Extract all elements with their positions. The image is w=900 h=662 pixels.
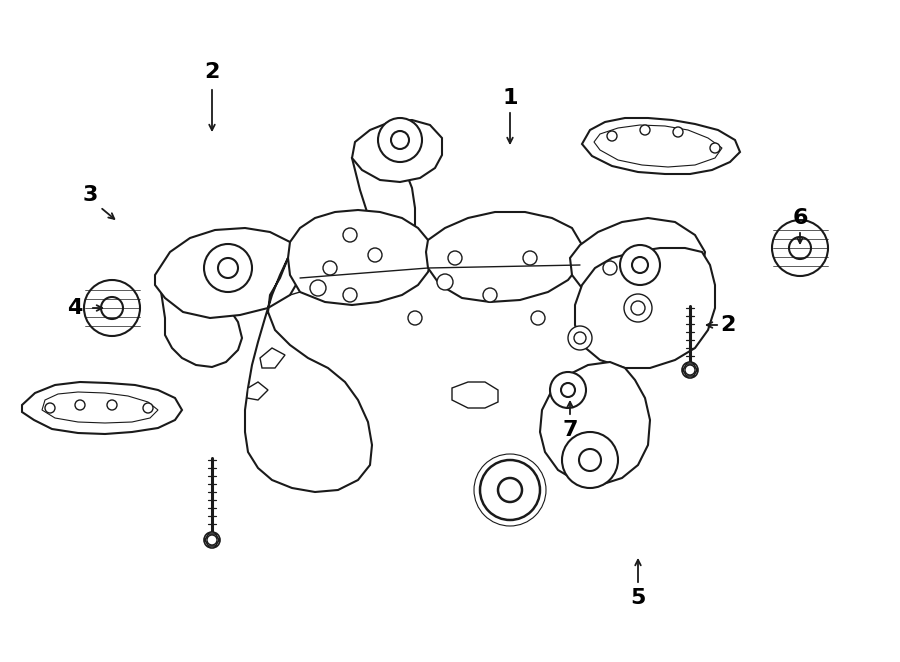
Circle shape: [682, 362, 698, 378]
Polygon shape: [352, 120, 442, 182]
Circle shape: [204, 244, 252, 292]
Circle shape: [483, 288, 497, 302]
Circle shape: [408, 311, 422, 325]
Circle shape: [343, 288, 357, 302]
Polygon shape: [247, 382, 268, 400]
Circle shape: [561, 383, 575, 397]
Circle shape: [620, 245, 660, 285]
Polygon shape: [426, 212, 582, 302]
Circle shape: [75, 400, 85, 410]
Polygon shape: [452, 382, 498, 408]
Circle shape: [101, 297, 123, 319]
Text: 5: 5: [630, 588, 645, 608]
Circle shape: [310, 280, 326, 296]
Circle shape: [640, 125, 650, 135]
Text: 7: 7: [562, 420, 578, 440]
Polygon shape: [582, 118, 740, 174]
Circle shape: [107, 400, 117, 410]
Circle shape: [368, 248, 382, 262]
Polygon shape: [575, 248, 715, 368]
Circle shape: [631, 301, 645, 315]
Circle shape: [772, 220, 828, 276]
Circle shape: [378, 118, 422, 162]
Circle shape: [789, 237, 811, 259]
Polygon shape: [570, 218, 705, 308]
Circle shape: [607, 131, 617, 141]
Circle shape: [391, 131, 409, 149]
Polygon shape: [42, 392, 158, 423]
Circle shape: [343, 228, 357, 242]
Text: 2: 2: [204, 62, 220, 82]
Circle shape: [531, 311, 545, 325]
Circle shape: [45, 403, 55, 413]
Polygon shape: [352, 152, 415, 252]
Text: 4: 4: [68, 298, 83, 318]
Circle shape: [673, 127, 683, 137]
Polygon shape: [155, 275, 242, 367]
Circle shape: [448, 251, 462, 265]
Circle shape: [207, 535, 217, 545]
Polygon shape: [594, 125, 722, 167]
Circle shape: [603, 261, 617, 275]
Circle shape: [579, 449, 601, 471]
Text: 3: 3: [82, 185, 98, 205]
Circle shape: [218, 258, 238, 278]
Circle shape: [204, 532, 220, 548]
Text: 1: 1: [502, 88, 518, 108]
Circle shape: [685, 365, 695, 375]
Circle shape: [84, 280, 140, 336]
Polygon shape: [260, 348, 285, 368]
Polygon shape: [22, 382, 182, 434]
Circle shape: [624, 294, 652, 322]
Circle shape: [480, 460, 540, 520]
Polygon shape: [288, 210, 432, 305]
Circle shape: [498, 478, 522, 502]
Polygon shape: [245, 258, 372, 492]
Circle shape: [437, 274, 453, 290]
Circle shape: [562, 432, 618, 488]
Circle shape: [523, 251, 537, 265]
Polygon shape: [155, 228, 300, 318]
Circle shape: [323, 261, 337, 275]
Text: 2: 2: [720, 315, 735, 335]
Text: 6: 6: [792, 208, 808, 228]
Circle shape: [710, 143, 720, 153]
Circle shape: [568, 326, 592, 350]
Polygon shape: [540, 362, 650, 485]
Circle shape: [574, 332, 586, 344]
Circle shape: [143, 403, 153, 413]
Circle shape: [632, 257, 648, 273]
Circle shape: [550, 372, 586, 408]
